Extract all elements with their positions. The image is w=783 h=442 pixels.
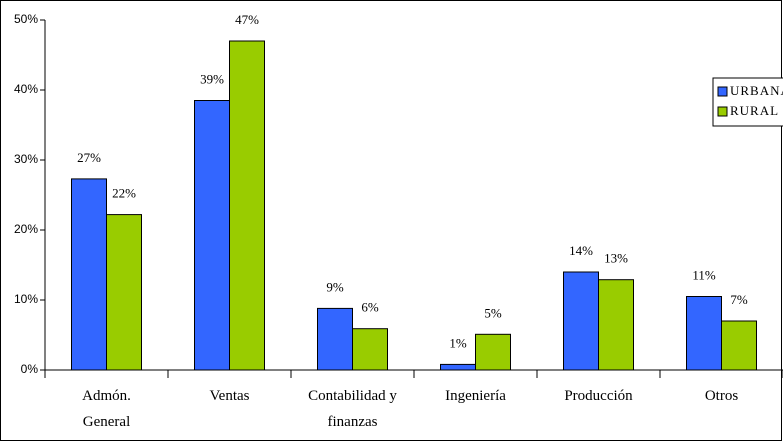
bar [563,271,599,371]
value-label: 27% [77,150,101,165]
y-tick-label: 0% [21,362,39,376]
value-label: 9% [326,279,344,294]
bar [194,100,230,371]
bar [475,333,511,371]
x-tick-label: Ventas [209,388,250,404]
legend-swatch [717,86,728,97]
value-label: 47% [235,12,259,27]
value-label: 1% [449,335,467,350]
value-label: 7% [730,292,748,307]
legend-box [712,77,783,127]
x-tick-label: Admón. General [82,388,131,430]
value-label: 13% [604,251,628,266]
bar [440,363,476,371]
y-tick-label: 50% [14,12,38,26]
bar [352,328,388,371]
bar [229,40,265,371]
x-tick-label: Contabilidad y finanzas [308,388,397,430]
bar [721,320,757,371]
y-tick-label: 10% [14,292,38,306]
y-tick-label: 30% [14,152,38,166]
legend-swatch [717,106,728,117]
value-label: 5% [484,305,502,320]
y-tick-label: 20% [14,222,38,236]
x-tick-label: Ingeniería [445,388,506,404]
x-tick-label: Producción [564,388,633,404]
bar [686,296,722,371]
bar [71,178,107,371]
value-label: 14% [569,243,593,258]
legend-label: RURAL [730,103,779,118]
bar [317,307,353,371]
value-label: 22% [112,186,136,201]
legend-label: URBANA [730,83,783,98]
value-label: 11% [692,267,716,282]
bar [106,214,142,371]
x-tick-label: Otros [704,388,739,404]
bar [598,279,634,371]
value-label: 6% [361,300,379,315]
y-tick-label: 40% [14,82,38,96]
value-label: 39% [200,71,224,86]
